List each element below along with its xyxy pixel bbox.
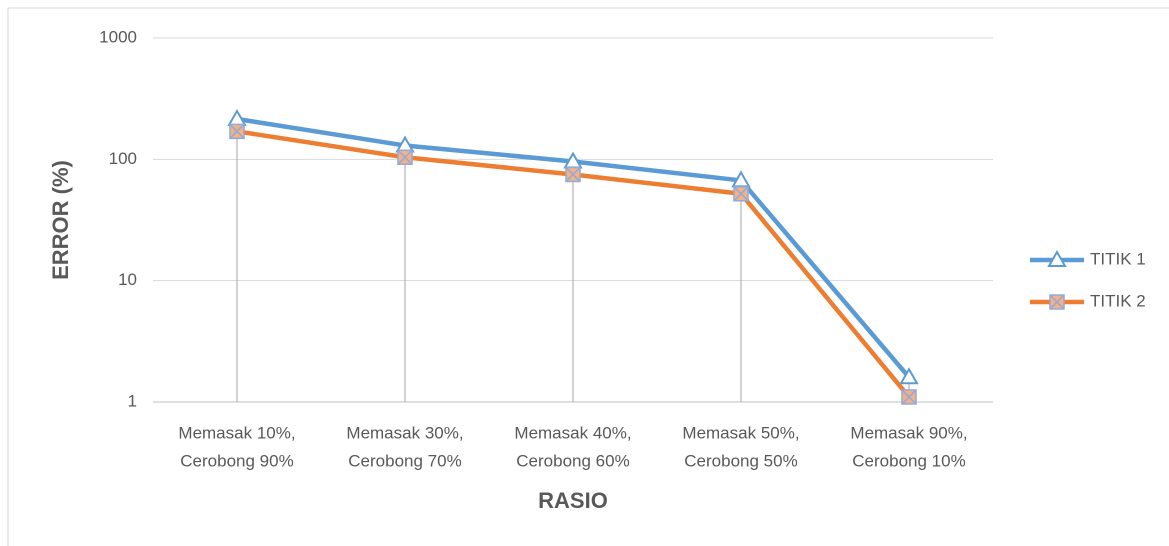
x-tick-label: Cerobong 90% [180,451,293,470]
x-tick-label: Memasak 10%, [178,423,295,442]
x-tick-label: Cerobong 60% [516,451,629,470]
x-tick-label: Memasak 30%, [346,423,463,442]
x-axis-title: RASIO [538,488,608,513]
chart-frame [7,7,1169,546]
point [397,149,413,166]
point [901,389,917,405]
legend-marker [1049,294,1065,310]
point [565,166,581,183]
y-tick-label: 1000 [99,27,137,46]
x-tick-label: Memasak 90%, [850,423,967,442]
x-tick-label: Memasak 40%, [514,423,631,442]
point [733,186,749,202]
point [229,123,245,140]
y-tick-label: 100 [109,149,137,168]
legend-label: TITIK 2 [1090,291,1146,310]
x-tick-label: Memasak 50%, [682,423,799,442]
legend-label: TITIK 1 [1090,249,1146,268]
x-tick-label: Cerobong 70% [348,451,461,470]
x-tick-label: Cerobong 50% [684,451,797,470]
point [899,367,919,385]
legend-marker [1047,249,1067,267]
y-tick-label: 1 [128,391,137,410]
y-tick-label: 10 [118,270,137,289]
x-tick-label: Cerobong 10% [852,451,965,470]
y-axis-title: ERROR (%) [48,160,73,280]
